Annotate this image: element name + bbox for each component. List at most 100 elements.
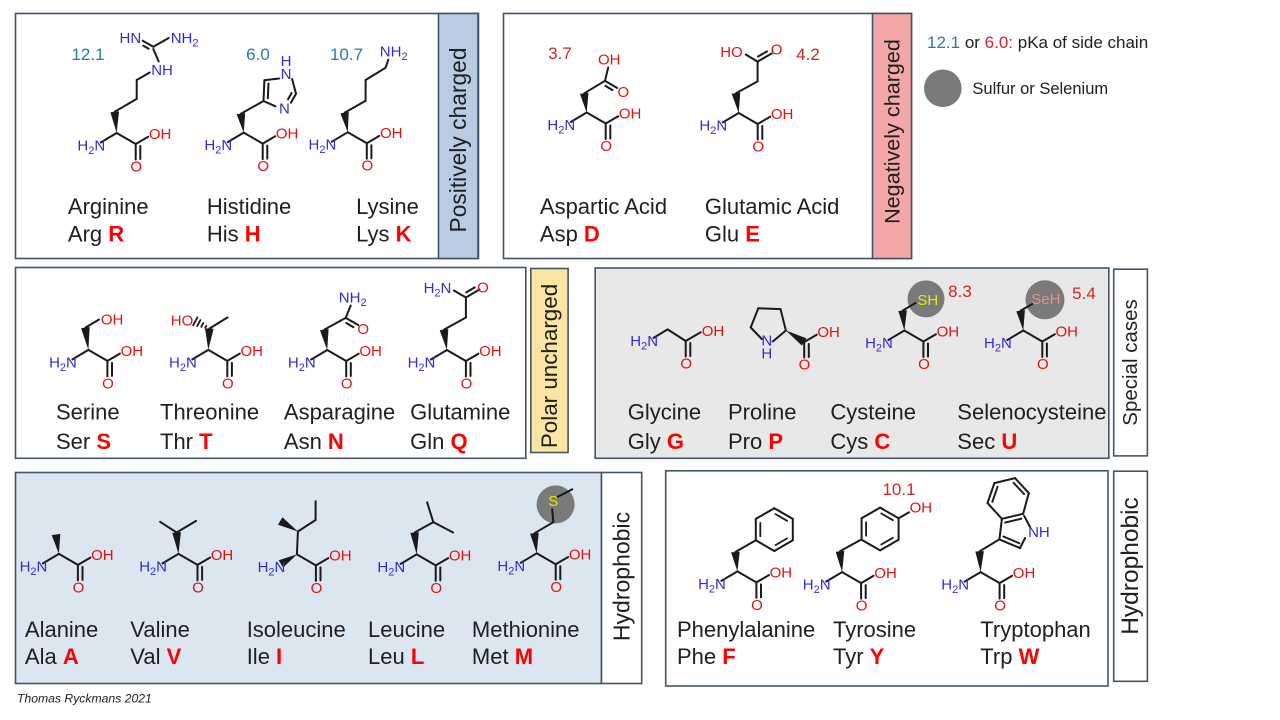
svg-text:N: N — [761, 333, 772, 350]
svg-text:Asparagine: Asparagine — [284, 400, 395, 425]
svg-text:H2​N: H2​N — [547, 117, 575, 137]
svg-text:NH2​: NH2​ — [339, 290, 367, 310]
svg-text:OH: OH — [380, 125, 403, 142]
svg-text:Lysine: Lysine — [356, 194, 419, 219]
svg-text:O: O — [799, 357, 811, 374]
svg-text:Alanine: Alanine — [25, 617, 98, 642]
svg-text:Aspartic Acid: Aspartic Acid — [540, 194, 667, 219]
svg-text:OH: OH — [101, 311, 124, 328]
svg-text:OH: OH — [874, 565, 897, 582]
svg-text:OH: OH — [276, 126, 299, 143]
svg-text:OH: OH — [91, 547, 114, 564]
svg-text:Threonine: Threonine — [160, 400, 259, 425]
svg-text:Met M: Met M — [472, 644, 533, 669]
svg-text:O: O — [600, 138, 612, 155]
svg-text:Tryptophan: Tryptophan — [980, 617, 1090, 642]
svg-text:O: O — [222, 375, 234, 392]
svg-text:O: O — [550, 579, 562, 596]
svg-text:Pro P: Pro P — [728, 429, 783, 454]
svg-text:NH2​: NH2​ — [380, 44, 408, 64]
svg-text:OH: OH — [211, 547, 234, 564]
svg-text:Valine: Valine — [130, 617, 190, 642]
svg-text:H2​N: H2​N — [698, 576, 726, 596]
svg-text:SH: SH — [917, 292, 938, 309]
svg-text:OH: OH — [1013, 565, 1036, 582]
svg-text:Glu E: Glu E — [705, 222, 760, 247]
svg-text:H2​N: H2​N — [258, 559, 286, 579]
svg-text:Phe F: Phe F — [677, 644, 736, 669]
svg-text:NH: NH — [151, 62, 173, 79]
svg-text:Cys C: Cys C — [830, 429, 890, 454]
svg-text:Hydrophobic: Hydrophobic — [1117, 497, 1144, 635]
svg-text:OH: OH — [937, 324, 960, 341]
svg-text:H2​N: H2​N — [630, 333, 658, 353]
svg-text:H2​N: H2​N — [941, 577, 969, 597]
svg-text:H2​N: H2​N — [408, 355, 436, 375]
svg-text:H2​N: H2​N — [803, 577, 831, 597]
svg-text:Tyrosine: Tyrosine — [833, 617, 916, 642]
svg-text:OH: OH — [449, 547, 472, 564]
svg-text:OH: OH — [329, 547, 352, 564]
svg-text:OH: OH — [770, 564, 793, 581]
svg-text:O: O — [311, 580, 323, 597]
svg-text:O: O — [357, 321, 369, 338]
svg-text:H2​N: H2​N — [308, 137, 336, 157]
svg-text:Arg R: Arg R — [68, 222, 124, 247]
svg-text:H2​N: H2​N — [424, 280, 452, 300]
svg-text:O: O — [771, 42, 783, 59]
svg-text:O: O — [430, 580, 442, 597]
svg-text:4.2: 4.2 — [796, 45, 820, 64]
svg-text:H2​N: H2​N — [20, 558, 48, 578]
svg-text:H2​N: H2​N — [288, 355, 316, 375]
svg-text:3.7: 3.7 — [548, 44, 572, 63]
svg-text:H2​N: H2​N — [204, 137, 232, 157]
svg-text:NH: NH — [1028, 524, 1050, 541]
svg-text:H2​N: H2​N — [77, 138, 105, 158]
svg-text:O: O — [73, 579, 85, 596]
svg-text:O: O — [130, 159, 142, 176]
svg-text:Ser S: Ser S — [56, 429, 111, 454]
svg-text:Thr T: Thr T — [160, 429, 213, 454]
svg-text:10.7: 10.7 — [330, 45, 363, 64]
svg-text:N: N — [279, 100, 290, 117]
svg-text:Asp D: Asp D — [540, 222, 600, 247]
svg-text:Histidine: Histidine — [207, 194, 291, 219]
svg-text:Isoleucine: Isoleucine — [247, 617, 346, 642]
svg-text:Val V: Val V — [130, 644, 181, 669]
svg-text:HO: HO — [171, 312, 194, 329]
svg-text:H: H — [281, 53, 292, 70]
svg-text:Gly G: Gly G — [628, 429, 684, 454]
svg-text:Hydrophobic: Hydrophobic — [609, 512, 635, 641]
svg-text:Arginine: Arginine — [68, 194, 149, 219]
svg-text:Ile I: Ile I — [247, 644, 282, 669]
svg-text:O: O — [102, 375, 114, 392]
svg-text:Sulfur or Selenium: Sulfur or Selenium — [972, 80, 1108, 98]
svg-text:OH: OH — [817, 324, 840, 341]
svg-text:Sec U: Sec U — [957, 429, 1017, 454]
svg-text:12.1: 12.1 — [71, 45, 104, 64]
svg-text:Selenocysteine: Selenocysteine — [957, 400, 1106, 425]
svg-text:Serine: Serine — [56, 400, 120, 425]
svg-text:H2​N: H2​N — [984, 335, 1012, 355]
svg-text:H2​N: H2​N — [699, 118, 727, 138]
svg-text:S: S — [548, 493, 558, 510]
svg-text:O: O — [192, 579, 204, 596]
svg-text:HO: HO — [720, 44, 743, 61]
svg-text:Leu L: Leu L — [368, 644, 424, 669]
svg-text:OH: OH — [121, 343, 144, 360]
svg-text:Glutamine: Glutamine — [410, 400, 510, 425]
svg-text:5.4: 5.4 — [1072, 284, 1096, 303]
svg-text:O: O — [477, 280, 489, 297]
svg-text:HN: HN — [120, 30, 142, 47]
svg-text:H2​N: H2​N — [169, 354, 197, 374]
svg-text:Polar uncharged: Polar uncharged — [537, 284, 562, 448]
svg-text:Special cases: Special cases — [1119, 299, 1142, 425]
svg-text:OH: OH — [149, 126, 172, 143]
svg-text:O: O — [617, 84, 629, 101]
svg-text:OH: OH — [569, 546, 592, 563]
svg-text:O: O — [680, 356, 692, 373]
svg-text:OH: OH — [910, 499, 933, 516]
svg-text:Cysteine: Cysteine — [830, 400, 916, 425]
svg-text:O: O — [918, 356, 930, 373]
svg-text:O: O — [257, 158, 269, 175]
